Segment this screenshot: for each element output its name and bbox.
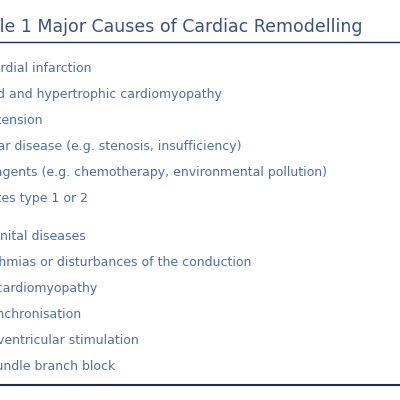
Text: Myocardial infarction: Myocardial infarction bbox=[0, 62, 92, 75]
Text: Diabetes type 1 or 2: Diabetes type 1 or 2 bbox=[0, 192, 88, 205]
Text: Toxic agents (e.g. chemotherapy, environmental pollution): Toxic agents (e.g. chemotherapy, environ… bbox=[0, 166, 327, 179]
Text: Arrhythmias or disturbances of the conduction: Arrhythmias or disturbances of the condu… bbox=[0, 256, 251, 269]
Text: Dilated and hypertrophic cardiomyopathy: Dilated and hypertrophic cardiomyopathy bbox=[0, 88, 222, 101]
Text: Table 1 Major Causes of Cardiac Remodelling: Table 1 Major Causes of Cardiac Remodell… bbox=[0, 18, 362, 36]
Text: Left bundle branch block: Left bundle branch block bbox=[0, 360, 115, 373]
Text: Dyssynchronisation: Dyssynchronisation bbox=[0, 308, 82, 321]
Text: Hypertension: Hypertension bbox=[0, 114, 44, 127]
Text: Congenital diseases: Congenital diseases bbox=[0, 230, 86, 243]
Text: Right ventricular stimulation: Right ventricular stimulation bbox=[0, 334, 139, 347]
Text: Valvular disease (e.g. stenosis, insufficiency): Valvular disease (e.g. stenosis, insuffi… bbox=[0, 140, 242, 153]
Text: Tachycardiomyopathy: Tachycardiomyopathy bbox=[0, 282, 97, 295]
